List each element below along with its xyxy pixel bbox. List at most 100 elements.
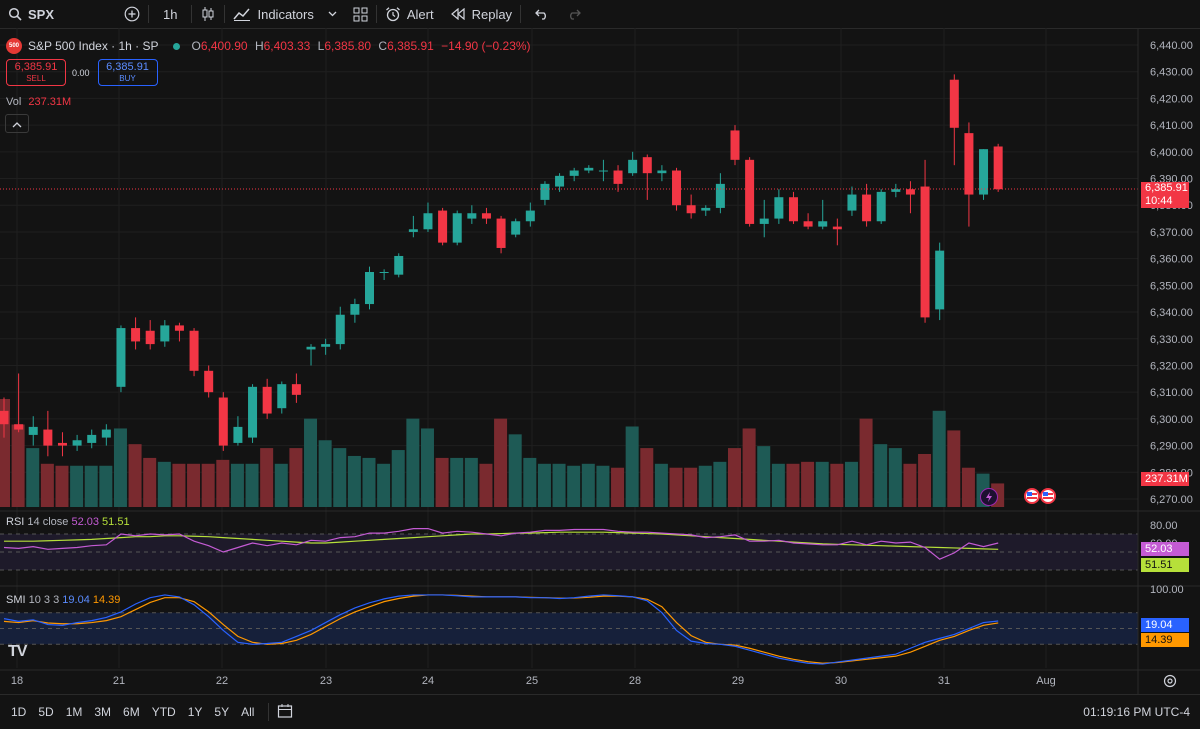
- volume-bar: [70, 465, 84, 507]
- toolbar-divider: [224, 5, 226, 23]
- calendar-icon: [277, 703, 293, 722]
- rsi-params: 14 close: [27, 516, 69, 528]
- volume-bar: [0, 399, 10, 507]
- price-tick-label: 6,400.00: [1150, 147, 1193, 159]
- rsi-name: RSI: [6, 516, 25, 528]
- candle-body: [438, 210, 448, 243]
- rsi-pane: [0, 510, 1200, 571]
- candle-body: [730, 130, 740, 160]
- time-tick-label: 23: [320, 675, 332, 687]
- us-flag-event-icon[interactable]: [1040, 488, 1056, 504]
- indicators-button[interactable]: Indicators: [225, 0, 344, 28]
- rsi-legend[interactable]: RSI 14 close 52.03 51.51: [6, 516, 130, 528]
- candle-body: [628, 159, 638, 174]
- smi-name: SMI: [6, 594, 26, 606]
- undo-button[interactable]: [521, 0, 559, 28]
- volume-legend-value: 237.31M: [28, 96, 72, 108]
- smi-tick-label: 100.00: [1150, 584, 1184, 596]
- candle-body: [277, 384, 287, 409]
- symbol-title: S&P 500 Index · 1h · SP: [28, 39, 159, 53]
- volume-bar: [786, 463, 800, 507]
- rsi-ma-value-label: 51.51: [1141, 558, 1189, 572]
- last-price-value: 6,385.91: [1145, 182, 1188, 194]
- price-tick-label: 6,430.00: [1150, 67, 1193, 79]
- volume-bar: [318, 440, 332, 507]
- goto-date-button[interactable]: [277, 703, 293, 722]
- volume-bar: [801, 461, 815, 507]
- smi-value-label: 19.04: [1141, 618, 1189, 632]
- range-button-1m[interactable]: 1M: [65, 705, 83, 719]
- volume-bar: [450, 457, 464, 507]
- settings-gear-icon[interactable]: [1163, 674, 1177, 691]
- time-tick-label: Aug: [1036, 675, 1056, 687]
- buy-button[interactable]: 6,385.91 BUY: [97, 59, 158, 86]
- price-tick-label: 6,410.00: [1150, 120, 1193, 132]
- candle-body: [803, 221, 813, 227]
- compare-add-button[interactable]: [116, 0, 148, 28]
- price-tick-label: 6,350.00: [1150, 280, 1193, 292]
- volume-bars: [0, 399, 1005, 507]
- range-button-5y[interactable]: 5Y: [214, 705, 230, 719]
- volume-bar: [830, 463, 844, 507]
- layouts-button[interactable]: [345, 0, 376, 28]
- time-tick-label: 29: [732, 675, 744, 687]
- volume-bar: [684, 467, 698, 507]
- range-button-all[interactable]: All: [241, 705, 255, 719]
- range-button-3m[interactable]: 3M: [94, 705, 112, 719]
- buy-label: BUY: [119, 74, 136, 83]
- clock-timezone[interactable]: 01:19:16 PM UTC-4: [1083, 705, 1190, 719]
- candle-body: [189, 330, 199, 371]
- time-tick-label: 25: [526, 675, 538, 687]
- tradingview-logo[interactable]: TV: [8, 643, 27, 660]
- symbol-name: SPX: [28, 6, 55, 22]
- candle-body: [379, 272, 389, 273]
- volume-bar: [961, 467, 975, 507]
- redo-icon: [567, 8, 581, 20]
- volume-bar: [84, 465, 98, 507]
- candle-body: [423, 213, 433, 230]
- symbol-legend[interactable]: 500 S&P 500 Index · 1h · SP O6,400.90 H6…: [6, 38, 535, 54]
- chart-type-button[interactable]: [192, 0, 224, 28]
- candle-body: [949, 79, 959, 128]
- spx-logo: 500: [6, 38, 22, 54]
- time-tick-label: 22: [216, 675, 228, 687]
- symbol-search[interactable]: SPX: [0, 0, 62, 28]
- range-button-1d[interactable]: 1D: [11, 705, 27, 719]
- open-label: O: [191, 39, 201, 53]
- sell-button[interactable]: 6,385.91 SELL: [6, 59, 66, 86]
- candle-body: [686, 205, 696, 214]
- volume-bar: [347, 455, 361, 507]
- smi-legend[interactable]: SMI 10 3 3 19.04 14.39: [6, 594, 120, 606]
- smi-line: [3, 594, 999, 665]
- collapse-legend-button[interactable]: [5, 114, 29, 133]
- volume-bar: [815, 461, 829, 507]
- volume-bar: [537, 463, 551, 507]
- volume-bar: [377, 463, 391, 507]
- volume-legend[interactable]: Vol 237.31M: [6, 96, 71, 108]
- redo-button[interactable]: [559, 0, 589, 28]
- range-button-5d[interactable]: 5D: [38, 705, 54, 719]
- range-button-1y[interactable]: 1Y: [187, 705, 203, 719]
- candle-body: [335, 314, 345, 345]
- time-tick-label: 18: [11, 675, 23, 687]
- volume-bar: [874, 444, 888, 507]
- interval-button[interactable]: 1h: [163, 6, 178, 22]
- lightning-icon[interactable]: [980, 488, 998, 506]
- smi-signal-label: 14.39: [1141, 633, 1189, 647]
- volume-bar: [742, 428, 756, 507]
- range-button-6m[interactable]: 6M: [123, 705, 140, 719]
- candles-icon: [200, 6, 216, 22]
- alert-button[interactable]: Alert: [377, 0, 442, 28]
- price-tick-label: 6,270.00: [1150, 494, 1193, 506]
- volume-bar: [932, 410, 946, 507]
- range-button-ytd[interactable]: YTD: [151, 705, 176, 719]
- replay-button[interactable]: Replay: [442, 0, 520, 28]
- candle-body: [0, 410, 9, 425]
- price-chart[interactable]: 6,440.00 6,430.00 6,420.00 6,410.00 6,400.00…: [0, 28, 1200, 694]
- us-flag-event-icon[interactable]: [1024, 488, 1040, 504]
- candle-body: [832, 226, 842, 230]
- candle-body: [788, 197, 798, 222]
- volume-bar: [99, 465, 113, 507]
- candle-body: [204, 370, 214, 393]
- candle-body: [306, 346, 316, 350]
